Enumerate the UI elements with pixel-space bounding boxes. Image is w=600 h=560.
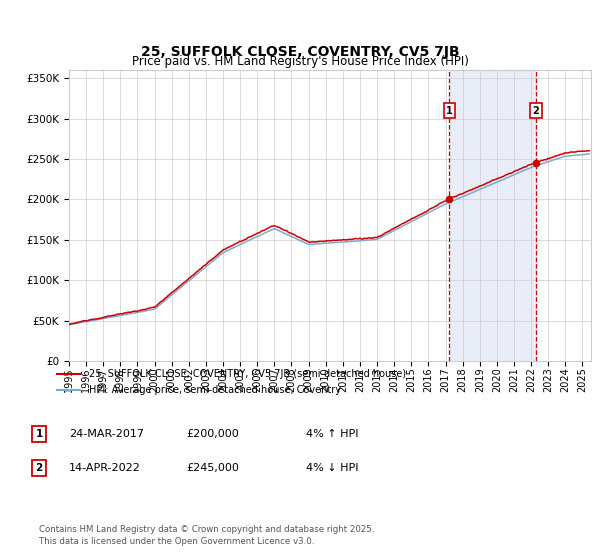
Text: £200,000: £200,000 [186,429,239,439]
Text: 2: 2 [533,106,539,116]
Text: 14-APR-2022: 14-APR-2022 [69,463,141,473]
Text: Contains HM Land Registry data © Crown copyright and database right 2025.
This d: Contains HM Land Registry data © Crown c… [39,525,374,546]
Text: 25, SUFFOLK CLOSE, COVENTRY, CV5 7JB (semi-detached house): 25, SUFFOLK CLOSE, COVENTRY, CV5 7JB (se… [89,369,406,379]
Text: 1: 1 [446,106,453,116]
Text: HPI: Average price, semi-detached house, Coventry: HPI: Average price, semi-detached house,… [89,385,341,395]
Text: 4% ↓ HPI: 4% ↓ HPI [306,463,359,473]
Text: 4% ↑ HPI: 4% ↑ HPI [306,429,359,439]
Text: £245,000: £245,000 [186,463,239,473]
Text: 1: 1 [35,429,43,439]
Text: 25, SUFFOLK CLOSE, COVENTRY, CV5 7JB: 25, SUFFOLK CLOSE, COVENTRY, CV5 7JB [140,45,460,59]
Text: 2: 2 [35,463,43,473]
Text: 24-MAR-2017: 24-MAR-2017 [69,429,144,439]
Text: Price paid vs. HM Land Registry's House Price Index (HPI): Price paid vs. HM Land Registry's House … [131,55,469,68]
